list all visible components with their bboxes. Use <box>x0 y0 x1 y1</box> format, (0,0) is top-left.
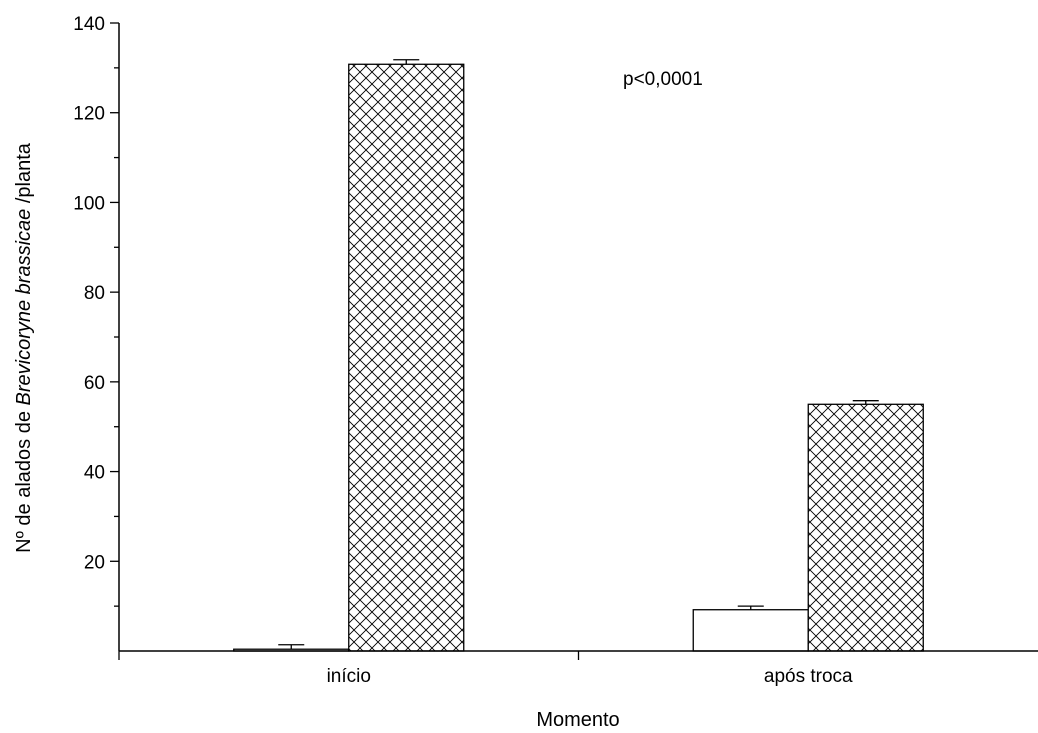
y-tick-label: 60 <box>84 373 105 394</box>
annotation-p-value: p<0,0001 <box>623 69 703 90</box>
y-tick-label: 120 <box>73 104 105 125</box>
x-tick-label: após troca <box>764 666 853 687</box>
bar <box>692 609 809 652</box>
bar <box>348 63 465 652</box>
x-tick-label: início <box>327 666 371 687</box>
y-tick-label: 20 <box>84 552 105 573</box>
x-axis-title: Momento <box>536 709 619 731</box>
y-tick-label: 40 <box>84 463 105 484</box>
y-tick-label: 140 <box>73 14 105 35</box>
y-axis-title-suffix: /planta <box>13 142 35 208</box>
y-tick-label: 100 <box>73 193 105 214</box>
y-axis-title-prefix: Nº de alados de <box>13 405 35 552</box>
x-axis: início após troca <box>118 650 1038 687</box>
bar <box>807 403 924 652</box>
y-axis-title: Nº de alados de Brevicoryne brassicae /p… <box>13 142 35 553</box>
y-tick-label: 80 <box>84 283 105 304</box>
bars-group <box>233 59 924 652</box>
y-axis: 20 40 60 80 100 120 140 <box>73 14 120 651</box>
y-axis-title-species: Brevicoryne brassicae <box>13 209 35 406</box>
